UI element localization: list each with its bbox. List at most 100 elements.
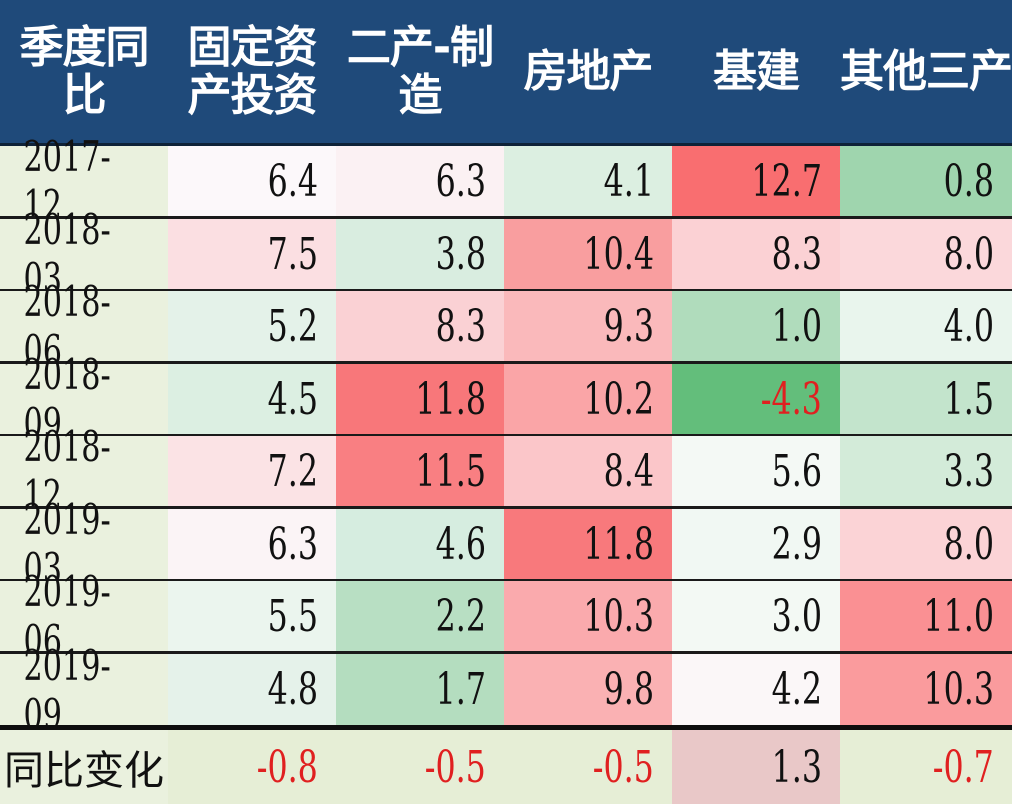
value-cell: 6.4 — [168, 146, 336, 216]
value-cell: 11.5 — [336, 436, 504, 506]
value-cell: 2.2 — [336, 581, 504, 651]
row-date-text: 2017-12 — [23, 132, 111, 230]
summary-value-text: -0.5 — [424, 741, 486, 793]
value-text: 5.5 — [267, 590, 318, 642]
value-cell: 5.5 — [168, 581, 336, 651]
value-cell: 8.0 — [840, 219, 1012, 289]
value-text: 3.0 — [771, 590, 822, 642]
value-cell: 3.3 — [840, 436, 1012, 506]
row-divider — [0, 651, 1012, 654]
summary-value-cell: -0.5 — [504, 730, 672, 804]
table-row: 2019-06 5.5 2.2 10.3 3.0 11.0 — [0, 567, 1012, 665]
summary-value-text: -0.5 — [592, 741, 654, 793]
value-text: 8.4 — [603, 445, 654, 497]
value-text: 4.8 — [267, 664, 318, 715]
table-row: 2018-06 5.2 8.3 9.3 1.0 4.0 — [0, 277, 1012, 375]
value-text: 7.2 — [267, 445, 318, 497]
value-cell: 8.3 — [336, 291, 504, 361]
summary-value-cell: -0.8 — [168, 730, 336, 804]
value-cell: 0.8 — [840, 146, 1012, 216]
value-text: 9.3 — [603, 300, 654, 352]
value-text: 11.8 — [583, 518, 654, 570]
value-cell: 12.7 — [672, 146, 840, 216]
value-text: 1.0 — [771, 300, 822, 352]
value-cell: 4.6 — [336, 509, 504, 579]
value-text: 5.2 — [267, 300, 318, 352]
table-row: 2018-03 7.5 3.8 10.4 8.3 8.0 — [0, 205, 1012, 303]
value-text: 7.5 — [267, 228, 318, 280]
value-cell: 9.3 — [504, 291, 672, 361]
value-text: 0.8 — [943, 155, 994, 207]
value-cell: 11.8 — [336, 364, 504, 434]
value-cell: 10.3 — [840, 654, 1012, 725]
value-cell: 6.3 — [168, 509, 336, 579]
value-text: 8.3 — [435, 300, 486, 352]
table-row: 2017-12 6.4 6.3 4.1 12.7 0.8 — [0, 132, 1012, 230]
row-date-label: 2019-09 — [0, 641, 168, 739]
value-cell: 7.5 — [168, 219, 336, 289]
value-text: 11.5 — [415, 445, 486, 497]
value-text: 8.0 — [943, 518, 994, 570]
value-cell: -4.3 — [672, 364, 840, 434]
summary-value-cell: -0.5 — [336, 730, 504, 804]
value-cell: 7.2 — [168, 436, 336, 506]
value-text: 10.3 — [583, 590, 654, 642]
value-cell: 3.0 — [672, 581, 840, 651]
summary-value-text: -0.8 — [256, 741, 318, 793]
value-cell: 11.0 — [840, 581, 1012, 651]
value-cell: 4.5 — [168, 364, 336, 434]
table-row: 2019-03 6.3 4.6 11.8 2.9 8.0 — [0, 495, 1012, 593]
summary-row: 同比变化 -0.8 -0.5 -0.5 1.3 -0.7 — [0, 730, 1012, 804]
row-divider — [0, 579, 1012, 582]
summary-value-cell: -0.7 — [840, 730, 1012, 804]
value-text: 6.4 — [267, 155, 318, 207]
header-col-other-tertiary: 其他三产 — [840, 45, 1012, 97]
value-cell: 10.4 — [504, 219, 672, 289]
value-text: 8.0 — [943, 228, 994, 280]
value-text: 10.4 — [583, 228, 654, 280]
value-cell: 2.9 — [672, 509, 840, 579]
value-cell: 4.1 — [504, 146, 672, 216]
row-date-text: 2019-06 — [23, 567, 111, 665]
value-cell: 4.0 — [840, 291, 1012, 361]
value-cell: 8.3 — [672, 219, 840, 289]
value-text: 4.0 — [943, 300, 994, 352]
value-text: 4.6 — [435, 518, 486, 570]
value-text: 9.8 — [603, 664, 654, 715]
row-divider — [0, 506, 1012, 509]
table-header: 季度同比 固定资产投资 二产-制造 房地产 基建 其他三产 — [0, 0, 1012, 146]
value-cell: 9.8 — [504, 654, 672, 725]
row-date-label: 2018-12 — [0, 422, 168, 520]
value-text: 11.0 — [923, 590, 994, 642]
value-cell: 6.3 — [336, 146, 504, 216]
value-cell: 4.2 — [672, 654, 840, 725]
value-cell: 11.8 — [504, 509, 672, 579]
value-text: 4.1 — [603, 155, 654, 207]
header-col-fixed-asset: 固定资产投资 — [187, 21, 318, 121]
value-cell: 1.7 — [336, 654, 504, 725]
value-cell: 10.2 — [504, 364, 672, 434]
value-text: 8.3 — [771, 228, 822, 280]
row-divider — [0, 434, 1012, 437]
table-row: 2019-09 4.8 1.7 9.8 4.2 10.3 — [0, 641, 1012, 739]
value-text: -4.3 — [760, 373, 822, 425]
value-text: 2.2 — [435, 590, 486, 642]
value-text: 10.2 — [583, 373, 654, 425]
row-date-text: 2018-03 — [23, 205, 111, 303]
value-text: 4.2 — [771, 664, 822, 715]
value-text: 11.8 — [415, 373, 486, 425]
value-text: 4.5 — [267, 373, 318, 425]
value-cell: 5.6 — [672, 436, 840, 506]
value-cell: 3.8 — [336, 219, 504, 289]
row-date-label: 2019-03 — [0, 495, 168, 593]
table-row: 2018-12 7.2 11.5 8.4 5.6 3.3 — [0, 422, 1012, 520]
row-date-label: 2019-06 — [0, 567, 168, 665]
value-text: 3.8 — [435, 228, 486, 280]
value-cell: 4.8 — [168, 654, 336, 725]
value-text: 1.5 — [943, 373, 994, 425]
summary-value-text: 1.3 — [771, 741, 822, 793]
header-col-manufacturing: 二产-制造 — [346, 21, 494, 121]
row-divider — [0, 289, 1012, 292]
row-date-label: 2018-09 — [0, 350, 168, 448]
value-text: 3.3 — [943, 445, 994, 497]
